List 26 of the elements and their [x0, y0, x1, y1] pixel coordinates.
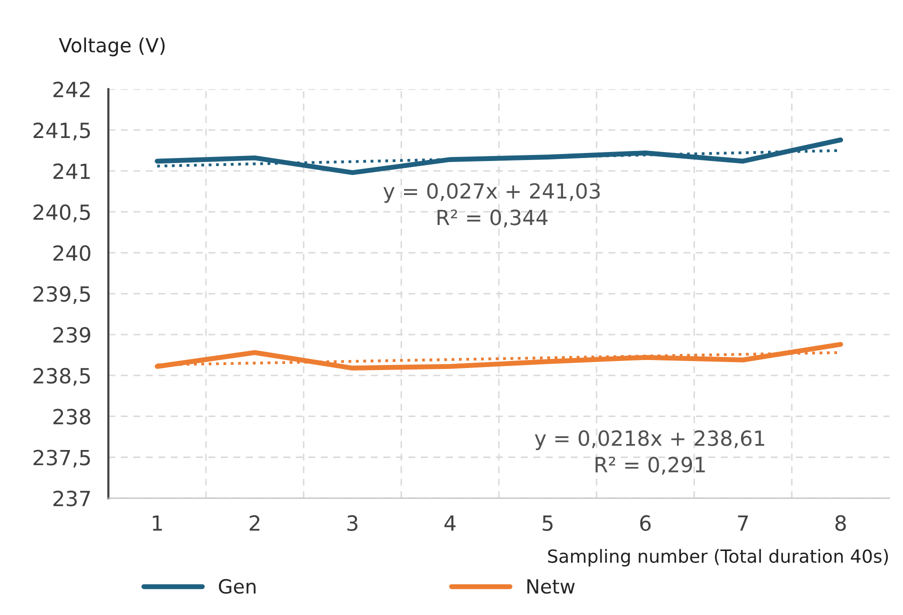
x-tick-label: 1: [152, 515, 162, 531]
x-axis-title: Sampling number (Total duration 40s): [548, 549, 888, 566]
y-tick-label: 241: [53, 163, 90, 179]
legend-label: Netw: [527, 579, 575, 594]
annotation: y = 0,0218x + 238,61 R² = 0,291: [534, 430, 764, 475]
y-axis-title: Voltage (V): [58, 38, 165, 56]
y-tick-label: 237,5: [34, 450, 90, 468]
y-tick-label: 238,5: [34, 368, 90, 386]
x-tick-label: 7: [738, 515, 748, 531]
y-tick-label: 240,5: [34, 204, 90, 222]
legend-label: Gen: [218, 579, 256, 594]
x-tick-label: 3: [347, 515, 358, 531]
y-tick-label: 239,5: [34, 286, 90, 304]
x-tick-label: 5: [542, 515, 553, 531]
y-tick-label: 238: [53, 408, 90, 425]
x-tick-label: 6: [640, 515, 651, 531]
annotation: y = 0,027x + 241,03 R² = 0,344: [383, 183, 600, 228]
y-tick-label: 239: [53, 327, 90, 343]
x-tick-label: 8: [835, 515, 846, 531]
x-tick-label: 4: [444, 515, 456, 531]
y-tick-label: 237: [53, 490, 90, 506]
line-series: [154, 137, 844, 176]
x-tick-label: 2: [250, 515, 260, 531]
y-tick-label: 242: [53, 82, 90, 98]
y-tick-label: 241,5: [34, 122, 90, 140]
y-tick-label: 240: [53, 245, 90, 261]
